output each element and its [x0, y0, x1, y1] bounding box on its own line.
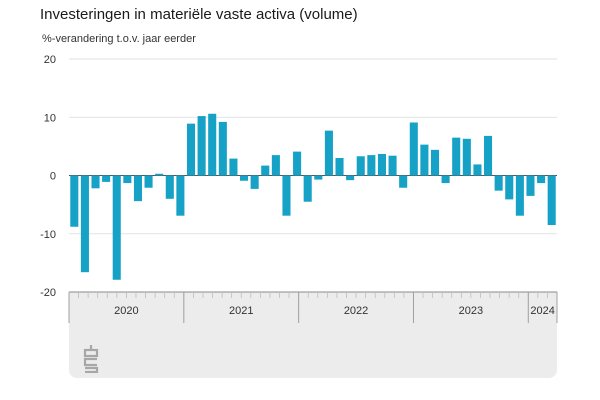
- x-year-label: 2022: [344, 305, 368, 317]
- y-axis-label: %-verandering t.o.v. jaar eerder: [42, 33, 196, 45]
- bar: [346, 175, 355, 181]
- bar: [218, 121, 227, 176]
- bar: [271, 155, 280, 176]
- chart-footer: [69, 323, 557, 378]
- y-tick-label: -10: [40, 229, 56, 241]
- bar: [91, 175, 100, 189]
- bar: [261, 165, 270, 176]
- bar: [250, 175, 259, 189]
- bar: [324, 130, 333, 176]
- bar: [335, 158, 344, 176]
- bar: [303, 175, 312, 202]
- bar: [420, 144, 429, 176]
- bar: [494, 175, 503, 191]
- bar: [377, 153, 386, 176]
- bar: [462, 138, 471, 176]
- bar: [112, 175, 121, 280]
- bar: [505, 175, 514, 200]
- bar: [441, 175, 450, 184]
- bar: [409, 122, 418, 176]
- bar: [356, 156, 365, 176]
- bar: [208, 113, 217, 176]
- bar: [367, 155, 376, 176]
- bar: [70, 175, 79, 227]
- bar: [293, 151, 302, 176]
- bar: [430, 149, 440, 176]
- bar: [102, 175, 111, 182]
- bar: [399, 175, 408, 188]
- bar: [388, 155, 397, 176]
- bar: [452, 137, 461, 176]
- x-year-label: 2021: [229, 305, 253, 317]
- bar: [282, 175, 291, 216]
- y-tick-label: 0: [50, 171, 56, 183]
- bar: [80, 175, 89, 273]
- bar: [133, 175, 142, 202]
- x-axis-band: [69, 292, 557, 323]
- bar: [240, 175, 249, 181]
- y-tick-label: -20: [40, 287, 56, 299]
- bar: [186, 123, 196, 176]
- bar: [526, 175, 535, 196]
- bar: [547, 175, 556, 226]
- y-tick-label: 10: [44, 112, 56, 124]
- bar: [229, 158, 238, 176]
- bar: [537, 175, 546, 184]
- bar: [176, 175, 185, 216]
- bar: [123, 175, 132, 184]
- bar: [314, 175, 323, 180]
- y-tick-label: 20: [44, 54, 56, 66]
- bar: [155, 173, 164, 176]
- bar: [165, 175, 174, 199]
- x-year-label: 2024: [530, 305, 554, 317]
- x-year-label: 2023: [459, 305, 483, 317]
- x-year-label: 2020: [114, 305, 138, 317]
- bar: [484, 135, 493, 176]
- bar: [515, 175, 524, 216]
- chart-title: Investeringen in materiële vaste activa …: [40, 6, 358, 23]
- bar: [473, 164, 482, 176]
- bar: [197, 116, 206, 176]
- bar: [144, 175, 153, 188]
- cbs-logo-icon: [83, 345, 99, 373]
